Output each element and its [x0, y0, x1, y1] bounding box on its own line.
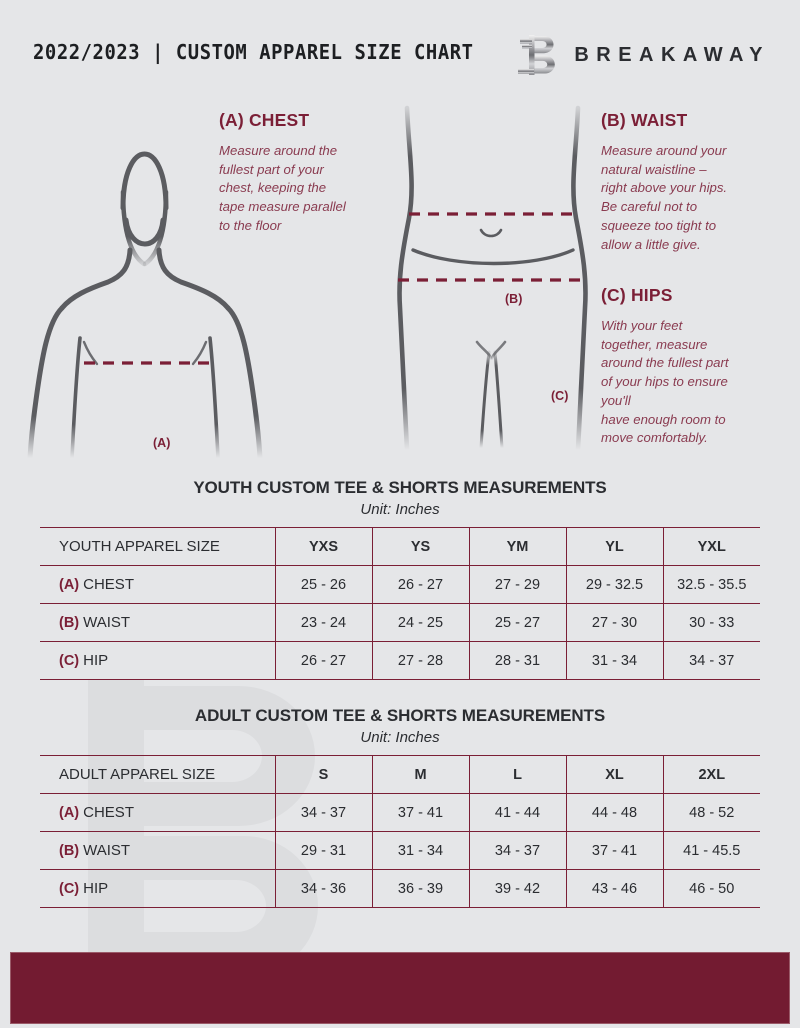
size-column-header: L	[469, 755, 567, 794]
table-row: (A) CHEST 34 - 37 37 - 41 41 - 44 44 - 48 48 -…	[40, 793, 760, 832]
measurement-value: 46 - 50	[663, 869, 760, 908]
brand-name: BREAKAWAY	[574, 43, 770, 66]
adult-table-body: ADULT APPAREL SIZE S M L XL 2XL (A) CHEST 34 - 3…	[40, 755, 760, 908]
measurement-label: (A) CHEST	[40, 565, 276, 604]
table-row: (C) HIP 34 - 36 36 - 39 39 - 42 43 - 46 46 - 5…	[40, 869, 760, 908]
measurement-value: 26 - 27	[275, 641, 373, 680]
measurement-label: (C) HIP	[40, 641, 276, 680]
measurement-tag: (B)	[59, 843, 80, 859]
measurement-label: (B) WAIST	[40, 831, 276, 870]
measurement-tag: (C)	[59, 881, 80, 897]
size-header-label: ADULT APPAREL SIZE	[40, 755, 276, 794]
measurement-name: WAIST	[83, 842, 131, 859]
measurement-name: CHEST	[83, 576, 134, 593]
instruction-chest-heading: (A) CHEST	[219, 110, 310, 130]
measurement-label: (C) HIP	[40, 869, 276, 908]
brand-logo: BREAKAWAY	[516, 33, 770, 77]
upper-body-outline-icon	[27, 151, 263, 460]
measurement-name: CHEST	[83, 804, 134, 821]
table-header-row: ADULT APPAREL SIZE S M L XL 2XL	[40, 755, 760, 794]
measurement-value: 34 - 37	[663, 641, 760, 680]
measurement-tag: (A)	[59, 805, 80, 821]
youth-table-body: YOUTH APPAREL SIZE YXS YS YM YL YXL (A) CHEST 25…	[40, 527, 760, 680]
size-header-label: YOUTH APPAREL SIZE	[40, 527, 276, 566]
table-row: (B) WAIST 23 - 24 24 - 25 25 - 27 27 - 30 30 -…	[40, 603, 760, 642]
measurement-value: 24 - 25	[372, 603, 470, 642]
size-column-header: XL	[566, 755, 664, 794]
youth-size-table-block: YOUTH CUSTOM TEE & SHORTS MEASUREMENTS U…	[40, 478, 760, 680]
instruction-waist-body: Measure around your natural waistline – …	[601, 143, 728, 252]
instruction-hips-body: With your feet together, measure around …	[601, 318, 729, 446]
measurement-value: 27 - 29	[469, 565, 567, 604]
measurement-tag: (A)	[59, 577, 80, 593]
measurement-value: 30 - 33	[663, 603, 760, 642]
instruction-waist: (B) WAIST Measure around your natural wa…	[601, 110, 781, 254]
measurement-name: HIP	[83, 880, 109, 897]
table-row: (C) HIP 26 - 27 27 - 28 28 - 31 31 - 34 34 - 3…	[40, 641, 760, 680]
instruction-chest: (A) CHEST Measure around the fullest par…	[219, 110, 399, 236]
measurement-value: 31 - 34	[372, 831, 470, 870]
youth-size-table: YOUTH APPAREL SIZE YXS YS YM YL YXL (A) CHEST 25…	[40, 527, 760, 680]
measurement-value: 27 - 30	[566, 603, 664, 642]
measurement-name: WAIST	[83, 614, 131, 631]
measurement-value: 41 - 45.5	[663, 831, 760, 870]
measurement-value: 27 - 28	[372, 641, 470, 680]
measurement-value: 26 - 27	[372, 565, 470, 604]
measurement-label: (B) WAIST	[40, 603, 276, 642]
measurement-value: 29 - 31	[275, 831, 373, 870]
measurement-value: 43 - 46	[566, 869, 664, 908]
marker-label-c: (C)	[551, 389, 569, 403]
instruction-waist-heading: (B) WAIST	[601, 110, 688, 130]
measurement-value: 48 - 52	[663, 793, 760, 832]
measurement-value: 28 - 31	[469, 641, 567, 680]
adult-size-table: ADULT APPAREL SIZE S M L XL 2XL (A) CHEST 34 - 3…	[40, 755, 760, 908]
table-header-row: YOUTH APPAREL SIZE YXS YS YM YL YXL	[40, 527, 760, 566]
size-column-header: YXS	[275, 527, 373, 566]
youth-table-unit: Unit: Inches	[360, 501, 440, 518]
instruction-hips-heading: (C) HIPS	[601, 285, 673, 305]
size-column-header: M	[372, 755, 470, 794]
marker-label-a: (A)	[153, 436, 171, 450]
instruction-chest-body: Measure around the fullest part of your …	[219, 143, 346, 233]
table-row: (B) WAIST 29 - 31 31 - 34 34 - 37 37 - 41 41 -…	[40, 831, 760, 870]
measurement-value: 41 - 44	[469, 793, 567, 832]
adult-table-unit: Unit: Inches	[360, 729, 440, 746]
marker-label-b: (B)	[505, 292, 523, 306]
size-column-header: S	[275, 755, 373, 794]
measurement-value: 25 - 27	[469, 603, 567, 642]
measurement-label: (A) CHEST	[40, 793, 276, 832]
measurement-value: 34 - 36	[275, 869, 373, 908]
measurement-value: 34 - 37	[469, 831, 567, 870]
youth-table-title: YOUTH CUSTOM TEE & SHORTS MEASUREMENTS	[193, 478, 607, 497]
size-column-header: YS	[372, 527, 470, 566]
footer-bar	[10, 952, 790, 1024]
table-row: (A) CHEST 25 - 26 26 - 27 27 - 29 29 - 32.5 32…	[40, 565, 760, 604]
size-column-header: YXL	[663, 527, 760, 566]
page-header: 2022/2023 | CUSTOM APPAREL SIZE CHART	[0, 0, 800, 96]
measurement-value: 39 - 42	[469, 869, 567, 908]
adult-size-table-block: ADULT CUSTOM TEE & SHORTS MEASUREMENTS U…	[40, 706, 760, 908]
measurement-value: 37 - 41	[566, 831, 664, 870]
adult-table-title: ADULT CUSTOM TEE & SHORTS MEASUREMENTS	[194, 706, 606, 725]
measurement-value: 32.5 - 35.5	[663, 565, 760, 604]
breakaway-b-logo-icon	[518, 35, 556, 75]
page-title: 2022/2023 | CUSTOM APPAREL SIZE CHART	[33, 40, 474, 64]
size-column-header: YL	[566, 527, 664, 566]
measurement-value: 36 - 39	[372, 869, 470, 908]
measurement-value: 44 - 48	[566, 793, 664, 832]
measurement-diagrams: (A) (B) (C)	[0, 96, 800, 466]
instruction-hips: (C) HIPS With your feet together, measur…	[601, 285, 781, 448]
measurement-tag: (B)	[59, 615, 80, 631]
measurement-value: 23 - 24	[275, 603, 373, 642]
measurement-tag: (C)	[59, 653, 80, 669]
size-column-header: 2XL	[663, 755, 760, 794]
measurement-value: 37 - 41	[372, 793, 470, 832]
lower-body-outline-icon	[397, 105, 588, 452]
measurement-value: 34 - 37	[275, 793, 373, 832]
size-column-header: YM	[469, 527, 567, 566]
measurement-value: 25 - 26	[275, 565, 373, 604]
measurement-value: 29 - 32.5	[566, 565, 664, 604]
measurement-name: HIP	[83, 652, 109, 669]
measurement-value: 31 - 34	[566, 641, 664, 680]
